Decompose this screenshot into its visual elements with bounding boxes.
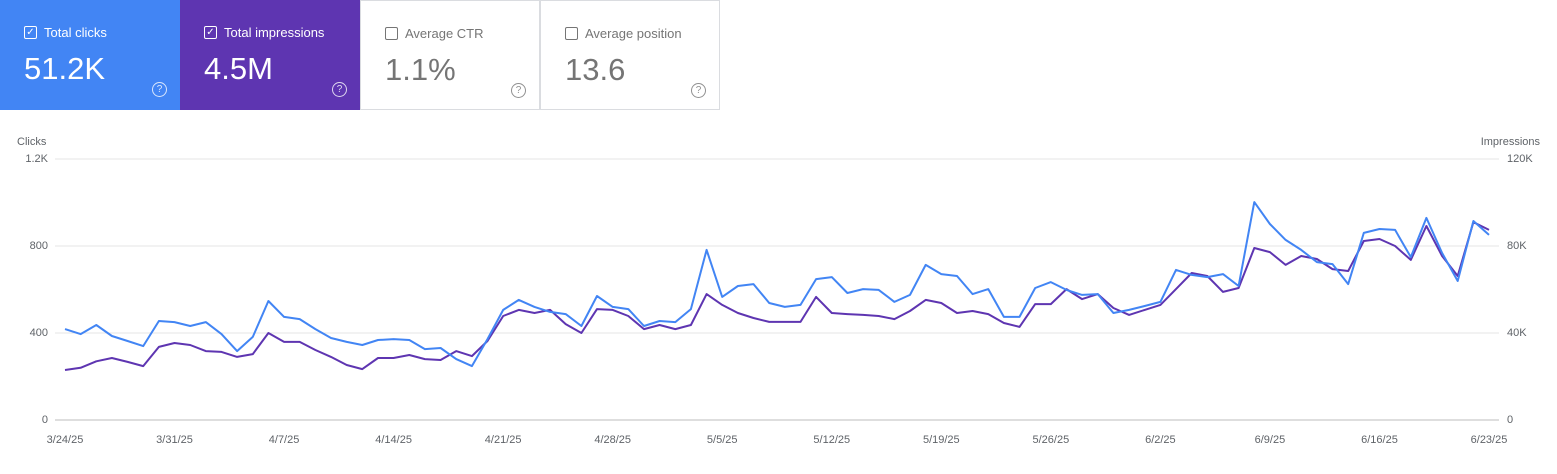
x-tick-label: 3/24/25	[47, 434, 84, 446]
x-tick-label: 5/5/25	[707, 434, 738, 446]
x-tick-label: 5/12/25	[813, 434, 850, 446]
metric-value: 13.6	[565, 52, 626, 87]
metric-value: 4.5M	[204, 51, 273, 86]
metric-value: 1.1%	[385, 52, 456, 87]
help-icon[interactable]: ?	[152, 82, 167, 97]
metric-label: Total impressions	[224, 25, 325, 40]
x-tick-label: 6/2/25	[1145, 434, 1176, 446]
x-tick-label: 4/14/25	[375, 434, 412, 446]
x-tick-label: 4/21/25	[485, 434, 522, 446]
metric-value: 51.2K	[24, 51, 106, 86]
series-line	[64, 201, 1490, 368]
metric-card[interactable]: Average position 13.6?	[540, 0, 720, 110]
checkbox[interactable]: ✓	[204, 26, 217, 39]
y2-tick-label: 40K	[1507, 327, 1527, 339]
y-tick-label: 800	[30, 240, 48, 252]
x-tick-label: 3/31/25	[156, 434, 193, 446]
series-line	[64, 221, 1490, 371]
help-icon[interactable]: ?	[511, 83, 526, 98]
y-tick-label: 1.2K	[25, 153, 48, 165]
x-tick-label: 4/28/25	[594, 434, 631, 446]
x-tick-label: 6/9/25	[1255, 434, 1286, 446]
metric-label: Total clicks	[44, 25, 107, 40]
x-tick-label: 5/19/25	[923, 434, 960, 446]
metric-card[interactable]: ✓ Total clicks 51.2K?	[0, 0, 180, 110]
metric-label: Average CTR	[405, 26, 484, 41]
help-icon[interactable]: ?	[332, 82, 347, 97]
metric-label: Average position	[585, 26, 682, 41]
metric-card[interactable]: Average CTR 1.1%?	[360, 0, 540, 110]
x-tick-label: 4/7/25	[269, 434, 300, 446]
y-tick-label: 400	[30, 327, 48, 339]
checkbox[interactable]: ✓	[24, 26, 37, 39]
checkbox[interactable]	[385, 27, 398, 40]
y2-axis-label: Impressions	[1481, 136, 1541, 148]
y-tick-label: 0	[42, 414, 48, 426]
help-icon[interactable]: ?	[691, 83, 706, 98]
x-tick-label: 6/23/25	[1471, 434, 1508, 446]
y2-tick-label: 120K	[1507, 153, 1533, 165]
y2-tick-label: 0	[1507, 414, 1513, 426]
x-tick-label: 6/16/25	[1361, 434, 1398, 446]
checkbox[interactable]	[565, 27, 578, 40]
x-tick-label: 5/26/25	[1032, 434, 1069, 446]
y-axis-label: Clicks	[17, 136, 47, 148]
y2-tick-label: 80K	[1507, 240, 1527, 252]
metric-card[interactable]: ✓ Total impressions 4.5M?	[180, 0, 360, 110]
